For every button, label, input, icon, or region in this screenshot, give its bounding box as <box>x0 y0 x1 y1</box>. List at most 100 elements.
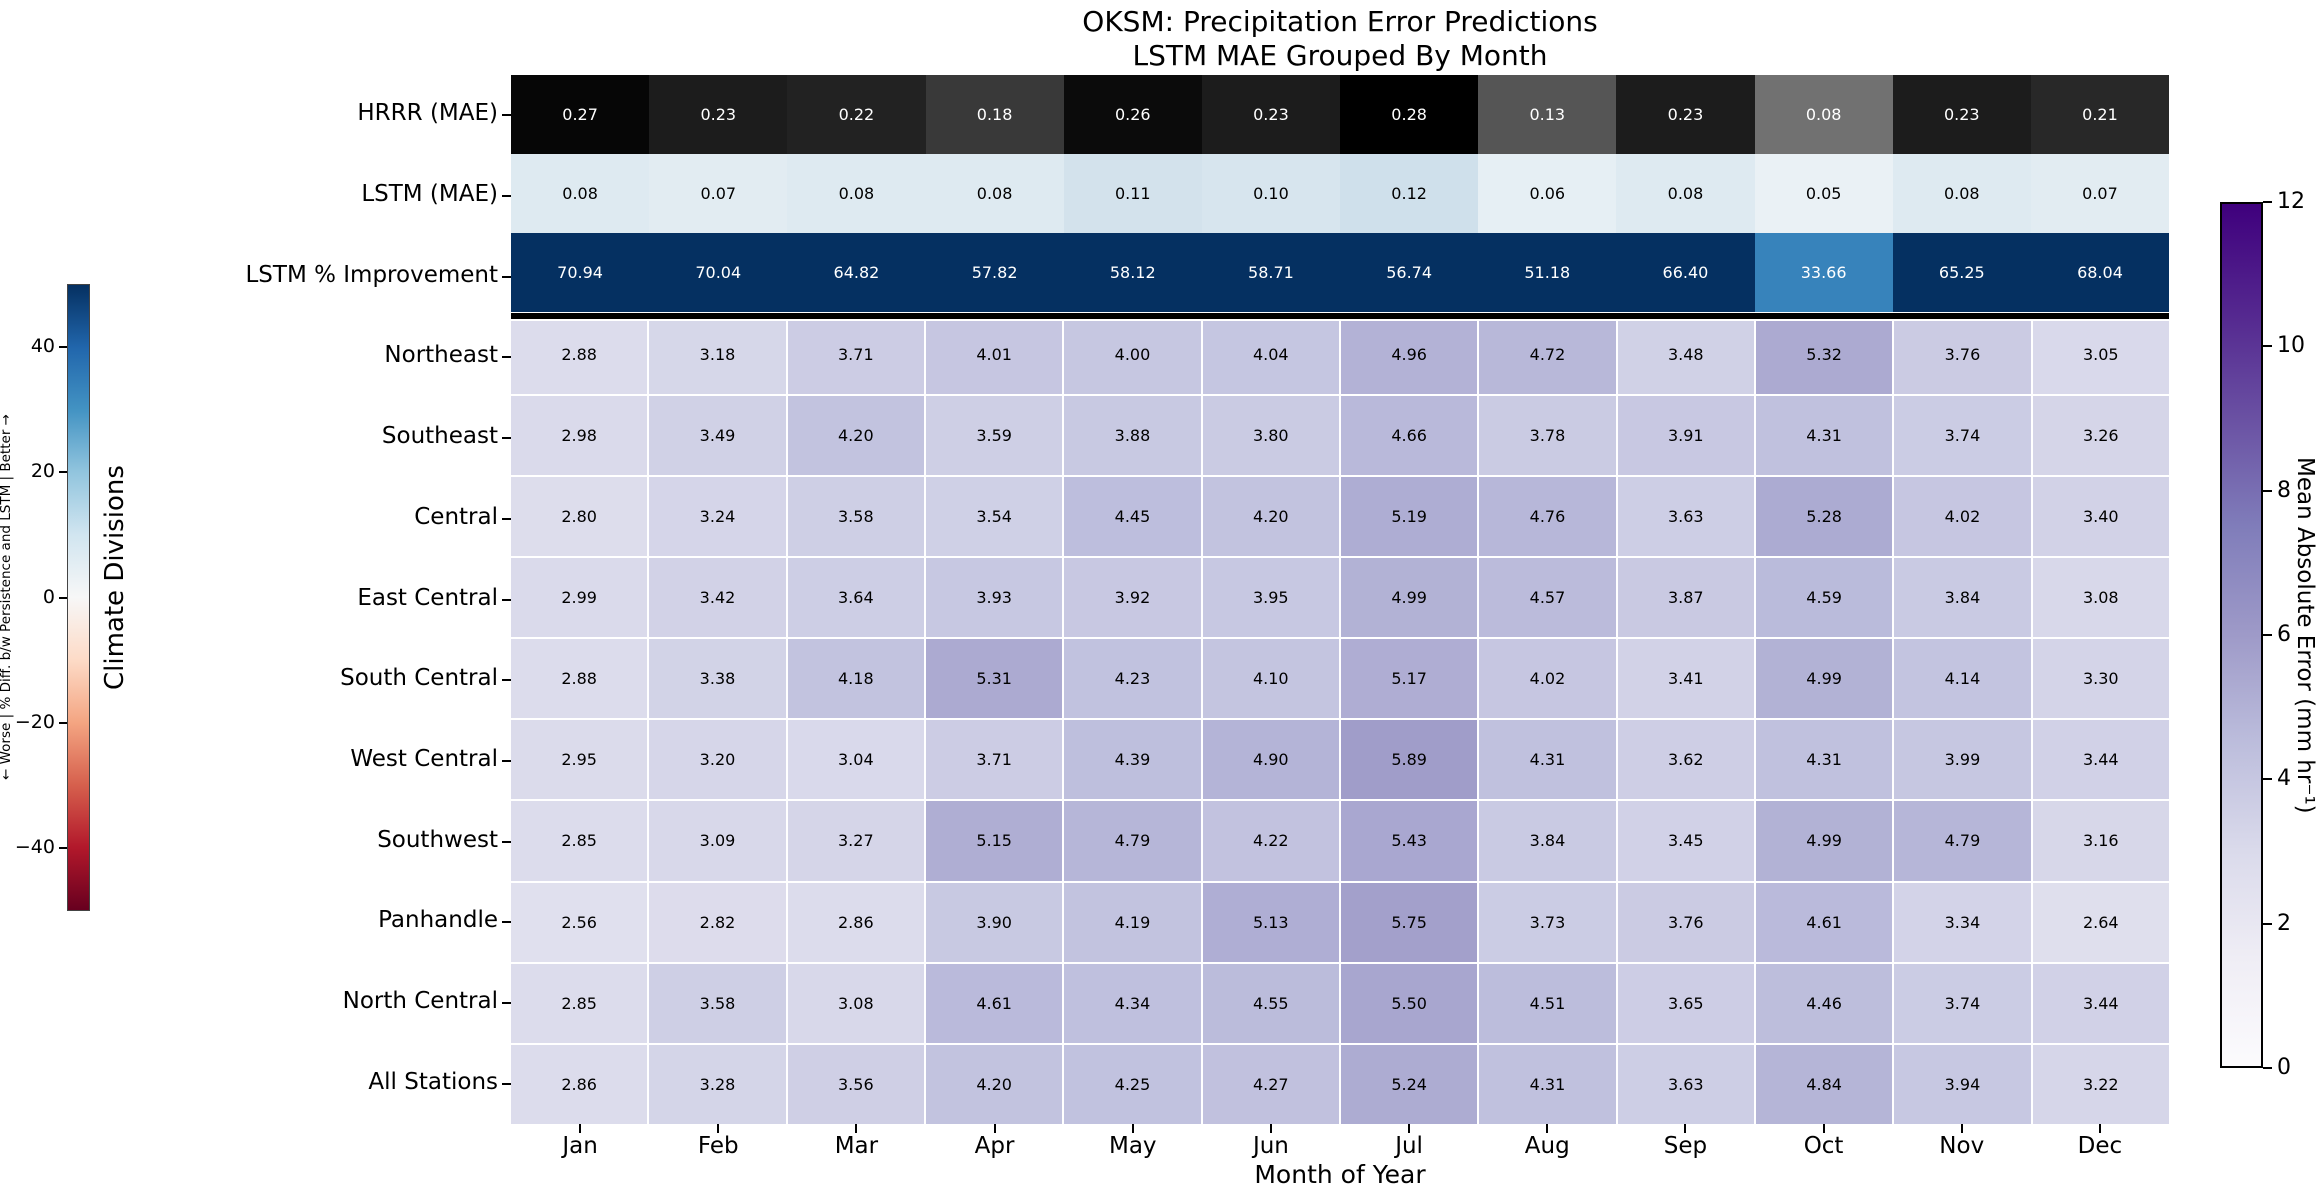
heatmap-cell: 3.08 <box>787 963 924 1043</box>
heatmap-cell: 0.08 <box>511 154 650 234</box>
right-colorbar-tick-label: 12 <box>2277 189 2305 214</box>
x-tick-mark <box>2098 1124 2101 1133</box>
x-tick-label: Jun <box>1252 1133 1289 1159</box>
heatmap-cell: 0.28 <box>1340 75 1479 155</box>
y-tick-mark <box>502 517 511 520</box>
heatmap-cell: 0.11 <box>1063 154 1202 234</box>
heatmap-row: 2.99 3.42 3.64 3.93 3.92 3.95 4.99 4.57 3.87 4.59… <box>511 555 2169 638</box>
heatmap-cell: 4.31 <box>1479 720 1616 800</box>
x-tick-label: Dec <box>2077 1133 2123 1159</box>
y-tick-mark <box>502 1082 511 1085</box>
x-tick-mark <box>855 1124 858 1133</box>
heatmap-cell: 4.45 <box>1064 476 1201 556</box>
row-label: LSTM % Improvement <box>245 261 498 288</box>
heatmap-cell: 4.59 <box>1755 557 1893 638</box>
heatmap-cell: 4.72 <box>1479 314 1616 394</box>
heatmap-cell: 3.42 <box>649 557 786 638</box>
heatmap-cell: 3.87 <box>1617 557 1754 638</box>
heatmap-cell: 4.79 <box>1894 801 2031 881</box>
heatmap-cell: 3.63 <box>1617 1044 1754 1125</box>
row-label: LSTM (MAE) <box>361 181 498 208</box>
right-colorbar-tick-label: 0 <box>2277 1055 2291 1080</box>
heatmap-cell: 4.99 <box>1755 639 1893 719</box>
left-colorbar <box>67 284 90 911</box>
heatmap-cell: 3.90 <box>925 882 1063 962</box>
heatmap-row: 0.08 0.07 0.08 0.08 0.11 0.10 0.12 0.06 0.08 0.05… <box>511 154 2170 234</box>
heatmap-cell: 3.76 <box>1617 882 1754 962</box>
right-colorbar-tick-label: 10 <box>2277 333 2305 359</box>
heatmap-cell: 4.90 <box>1202 720 1339 800</box>
heatmap-cell: 2.80 <box>511 476 648 556</box>
heatmap-cell: 0.08 <box>787 154 926 234</box>
heatmap-cell: 2.88 <box>511 639 648 719</box>
heatmap-cell: 3.88 <box>1064 395 1201 475</box>
heatmap-cell: 5.15 <box>925 801 1063 881</box>
heatmap-cell: 2.82 <box>649 882 786 962</box>
heatmap-cell: 4.10 <box>1202 639 1339 719</box>
y-tick-mark <box>502 275 511 278</box>
heatmap-cell: 5.32 <box>1755 314 1893 394</box>
heatmap-cell: 0.07 <box>2030 154 2170 234</box>
heatmap-cell: 4.02 <box>1479 639 1616 719</box>
heatmap-cell: 0.23 <box>649 75 788 155</box>
x-tick-label: Jan <box>562 1133 598 1159</box>
heatmap-cell: 3.78 <box>1479 395 1616 475</box>
heatmap-cell: 4.61 <box>1755 882 1893 962</box>
y-tick-mark <box>502 195 511 198</box>
heatmap-cell: 4.25 <box>1064 1044 1201 1125</box>
heatmap-cell: 0.08 <box>1892 154 2031 234</box>
heatmap-cell: 5.89 <box>1340 720 1478 800</box>
heatmap-row: 70.94 70.04 64.82 57.82 58.12 58.71 56.74 51.18… <box>511 233 2170 313</box>
heatmap-cell: 4.02 <box>1894 476 2031 556</box>
heatmap-cell: 3.22 <box>2032 1044 2169 1125</box>
x-tick-mark <box>1822 1124 1825 1133</box>
x-tick-mark <box>1131 1124 1134 1133</box>
heatmap-cell: 0.10 <box>1201 154 1341 234</box>
heatmap-cell: 3.95 <box>1202 557 1339 638</box>
row-label: South Central <box>340 665 498 692</box>
heatmap-cell: 4.31 <box>1755 720 1893 800</box>
heatmap-cell: 3.26 <box>2032 395 2169 475</box>
heatmap-cell: 4.00 <box>1064 314 1201 394</box>
heatmap-cell: 4.14 <box>1894 639 2031 719</box>
heatmap-cell: 3.71 <box>925 720 1063 800</box>
heatmap-cell: 3.80 <box>1202 395 1339 475</box>
heatmap-cell: 3.40 <box>2032 476 2169 556</box>
heatmap-cell: 0.27 <box>511 75 650 155</box>
right-colorbar-label-text: Mean Absolute Error (mm hr⁻¹) <box>2292 456 2318 814</box>
heatmap-cell: 3.44 <box>2032 720 2169 800</box>
heatmap-cell: 3.91 <box>1617 395 1754 475</box>
row-label: Southwest <box>377 826 498 853</box>
heatmap-cell: 3.16 <box>2032 801 2169 881</box>
separator-line <box>511 313 2169 321</box>
row-label: Panhandle <box>378 907 498 934</box>
heatmap-cell: 3.30 <box>2032 639 2169 719</box>
x-tick-label: Feb <box>697 1133 739 1159</box>
heatmap-cell: 2.85 <box>511 801 648 881</box>
heatmap-cell: 3.05 <box>2032 314 2169 394</box>
heatmap-row: 2.95 3.20 3.04 3.71 4.39 4.90 5.89 4.31 3.62 4.31… <box>511 718 2169 800</box>
heatmap-cell: 2.95 <box>511 720 648 800</box>
row-label: West Central <box>350 745 498 772</box>
heatmap-row: 2.85 3.09 3.27 5.15 4.79 4.22 5.43 3.84 3.45 4.99… <box>511 799 2169 881</box>
heatmap-cell: 0.08 <box>1754 75 1893 155</box>
heatmap-cell: 3.44 <box>2032 963 2169 1043</box>
left-colorbar-tick-label: 40 <box>30 334 55 357</box>
heatmap-cell: 2.85 <box>511 963 648 1043</box>
heatmap-cell: 2.99 <box>511 557 648 638</box>
x-tick-mark <box>1684 1124 1687 1133</box>
heatmap-cell: 57.82 <box>925 233 1064 313</box>
heatmap-cell: 4.31 <box>1479 1044 1616 1125</box>
heatmap-cell: 3.93 <box>925 557 1063 638</box>
heatmap-cell: 0.07 <box>649 154 788 234</box>
left-colorbar-label-text: ← Worse | % Diff. b/w Persistence and LS… <box>0 414 14 780</box>
heatmap-cell: 4.34 <box>1064 963 1201 1043</box>
heatmap-cell: 3.74 <box>1894 395 2031 475</box>
y-tick-mark <box>502 598 511 601</box>
heatmap-cell: 4.27 <box>1202 1044 1339 1125</box>
heatmap-cell: 4.66 <box>1340 395 1478 475</box>
heatmap-cell: 3.04 <box>787 720 924 800</box>
x-tick-label: Apr <box>974 1133 1015 1159</box>
y-tick-mark <box>502 1001 511 1004</box>
x-tick-label: Oct <box>1803 1133 1844 1159</box>
